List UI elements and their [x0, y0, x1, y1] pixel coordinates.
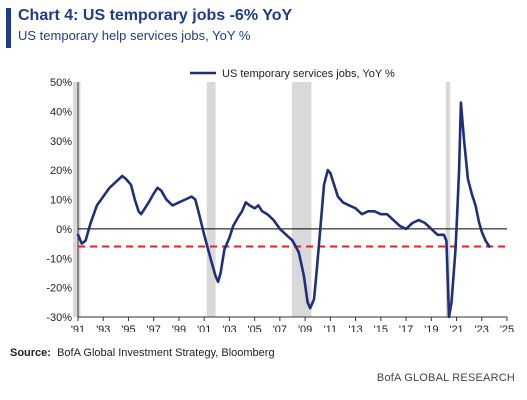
y-tick-label: 30% [50, 136, 72, 148]
title-accent-bar [6, 8, 11, 48]
x-tick-label: '11 [324, 324, 338, 332]
y-tick-label: -10% [46, 253, 72, 265]
recession-band [291, 82, 312, 317]
x-tick-label: '03 [222, 324, 236, 332]
x-tick-label: '17 [399, 324, 413, 332]
y-tick-label: 20% [50, 165, 72, 177]
series-line [76, 101, 491, 319]
chart-title: Chart 4: US temporary jobs -6% YoY [18, 7, 293, 24]
source-note: Source: BofA Global Investment Strategy,… [10, 347, 275, 359]
x-tick-label: '91 [71, 324, 85, 332]
y-tick-label: 40% [50, 106, 72, 118]
line-chart: -30%-20%-10%0%10%20%30%40%50% '91'93'95 '… [46, 68, 514, 332]
recession-band [445, 82, 451, 317]
x-tick-label: '93 [96, 324, 110, 332]
source-text: BofA Global Investment Strategy, Bloombe… [57, 347, 275, 359]
recession-band [72, 82, 81, 317]
x-tick-label: '05 [247, 324, 261, 332]
legend: US temporary services jobs, YoY % [190, 68, 395, 80]
x-tick-label: '15 [374, 324, 388, 332]
series-lines [76, 101, 491, 319]
y-tick-label: -20% [46, 283, 72, 295]
y-tick-label: -30% [46, 312, 72, 324]
x-tick-label: '97 [147, 324, 161, 332]
x-tick-label: '13 [348, 324, 362, 332]
recession-band [206, 82, 216, 317]
recession-bands [72, 82, 451, 317]
x-tick-label: '19 [424, 324, 438, 332]
legend-label: US temporary services jobs, YoY % [222, 68, 395, 80]
y-tick-label: 10% [50, 195, 72, 207]
source-label: Source: [10, 347, 51, 359]
x-tick-label: '25 [500, 324, 514, 332]
y-tick-label: 50% [50, 77, 72, 89]
x-tick-label: '07 [273, 324, 287, 332]
x-tick-label: '23 [475, 324, 489, 332]
x-tick-label: '09 [298, 324, 312, 332]
x-tick-label: '99 [172, 324, 186, 332]
x-axis: '91 '93 '95 '97 '99 '01 '03 '05 '07 '09 '11 '13 '15 '… [71, 316, 514, 332]
brand-footer: BofA GLOBAL RESEARCH [376, 372, 515, 384]
y-tick-label: 0% [56, 224, 72, 236]
x-tick-label: '01 [197, 324, 211, 332]
reference-lines [78, 228, 507, 248]
chart-subtitle: US temporary help services jobs, YoY % [18, 28, 251, 43]
y-axis: -30% -20% -10% 0% 10% 20% 30% 40% 50% [46, 77, 79, 324]
x-tick-label: '95 [121, 324, 135, 332]
x-tick-label: '21 [449, 324, 463, 332]
